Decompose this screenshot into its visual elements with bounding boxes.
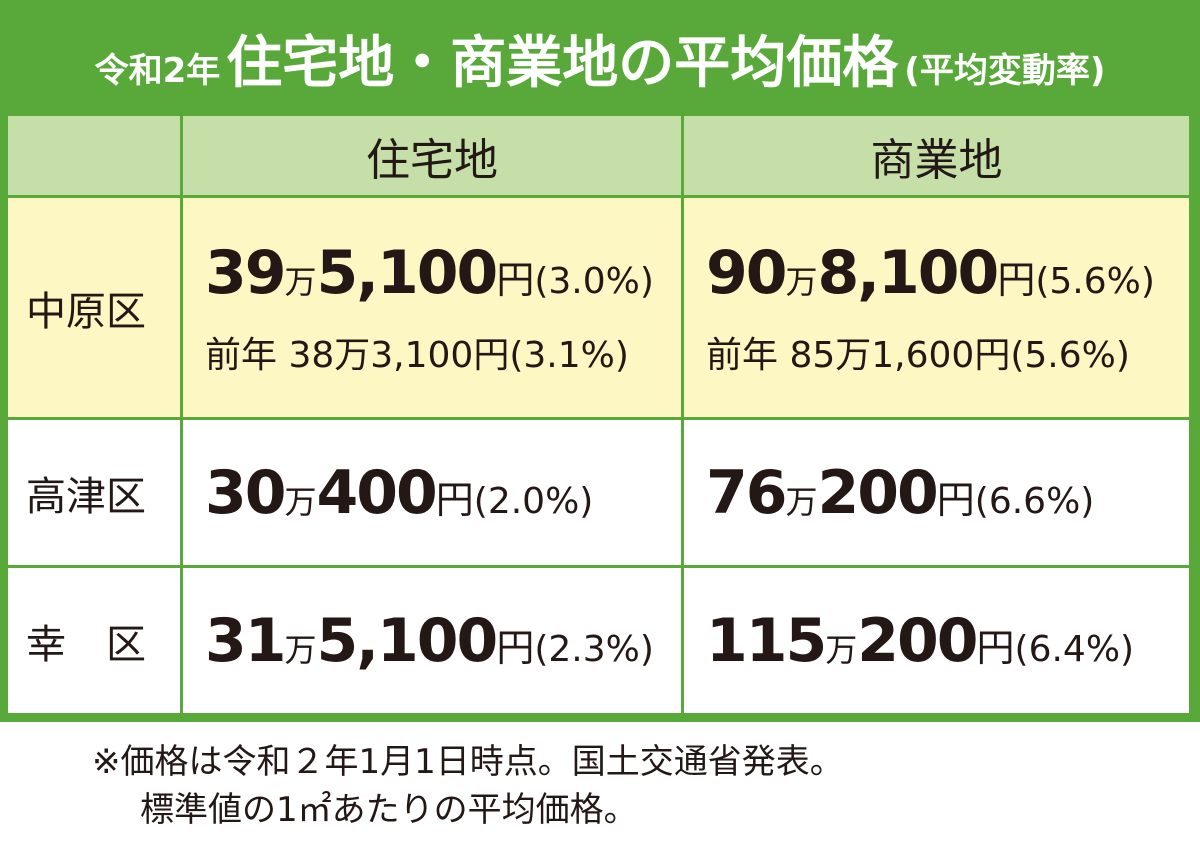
unit-yen: 円 — [496, 257, 535, 302]
price-cell: 30 万 400 円 (2.0%) — [183, 420, 681, 565]
price-cell: 76 万 200 円 (6.6%) — [684, 420, 1189, 565]
column-header-text: 商業地 — [870, 134, 1003, 186]
price-line: 76 万 200 円 (6.6%) — [684, 458, 1189, 528]
row-label-text: 中原区 — [26, 288, 146, 335]
unit-man: 万 — [785, 262, 818, 301]
price-man: 31 — [205, 605, 286, 676]
note: 標準値の1㎡あたりの平均価格。 — [140, 790, 638, 830]
row-label-text: 幸 区 — [26, 621, 146, 668]
price-line: 30 万 400 円 (2.0%) — [183, 458, 681, 528]
price-man: 90 — [706, 237, 787, 308]
rate: (5.6%) — [1035, 260, 1155, 302]
row-label: 幸 区 — [8, 568, 180, 713]
price-cell: 31 万 5,100 円 (2.3%) — [183, 568, 681, 713]
unit-yen: 円 — [976, 625, 1015, 670]
column-header: 商業地 — [684, 116, 1189, 195]
title-main: 住宅地・商業地の平均価格 — [226, 31, 899, 96]
rate: (6.4%) — [1014, 628, 1135, 670]
title-prefix: 令和2年 — [94, 51, 221, 91]
price-line: 90 万 8,100 円 (5.6%) — [684, 238, 1189, 308]
row-label: 中原区 — [8, 198, 180, 417]
price-man: 115 — [706, 605, 827, 676]
unit-yen: 円 — [997, 257, 1036, 302]
title: 令和2年 住宅地・商業地の平均価格 (平均変動率) — [0, 0, 1200, 112]
column-header: 住宅地 — [183, 116, 681, 195]
unit-yen: 円 — [435, 477, 474, 522]
price-rest: 8,100 — [817, 237, 1000, 308]
price-man: 39 — [205, 237, 286, 308]
price-line: 31 万 5,100 円 (2.3%) — [183, 606, 681, 676]
unit-yen: 円 — [496, 625, 535, 670]
unit-yen: 円 — [936, 477, 975, 522]
unit-man: 万 — [284, 630, 317, 669]
unit-man: 万 — [825, 630, 858, 669]
note: ※価格は令和２年1月1日時点。国土交通省発表。 — [92, 742, 844, 782]
price-man: 30 — [205, 457, 286, 528]
row-label: 高津区 — [8, 420, 180, 565]
unit-man: 万 — [785, 482, 818, 521]
rate: (2.3%) — [534, 628, 654, 670]
price-rest: 200 — [857, 605, 978, 676]
price-line: 115 万 200 円 (6.4%) — [684, 606, 1189, 676]
price-line: 39 万 5,100 円 (3.0%) — [183, 238, 681, 308]
rate: (3.0%) — [534, 260, 654, 302]
previous-year: 前年 38万3,100円(3.1%) — [205, 334, 629, 376]
rate: (6.6%) — [974, 480, 1095, 522]
title-suffix: (平均変動率) — [904, 51, 1106, 91]
price-cell: 39 万 5,100 円 (3.0%) 前年 38万3,100円(3.1%) — [183, 198, 681, 417]
rate: (2.0%) — [473, 480, 594, 522]
column-header-text: 住宅地 — [366, 134, 498, 186]
previous-year: 前年 85万1,600円(5.6%) — [706, 334, 1130, 376]
price-man: 76 — [706, 457, 787, 528]
price-rest: 200 — [817, 457, 939, 528]
price-cell: 115 万 200 円 (6.4%) — [684, 568, 1189, 713]
price-rest: 5,100 — [316, 605, 499, 676]
unit-man: 万 — [284, 482, 317, 521]
price-cell: 90 万 8,100 円 (5.6%) 前年 85万1,600円(5.6%) — [684, 198, 1189, 417]
unit-man: 万 — [284, 262, 317, 301]
row-label-text: 高津区 — [26, 473, 146, 520]
price-rest: 400 — [316, 457, 438, 528]
header-corner — [8, 116, 180, 195]
price-rest: 5,100 — [316, 237, 499, 308]
